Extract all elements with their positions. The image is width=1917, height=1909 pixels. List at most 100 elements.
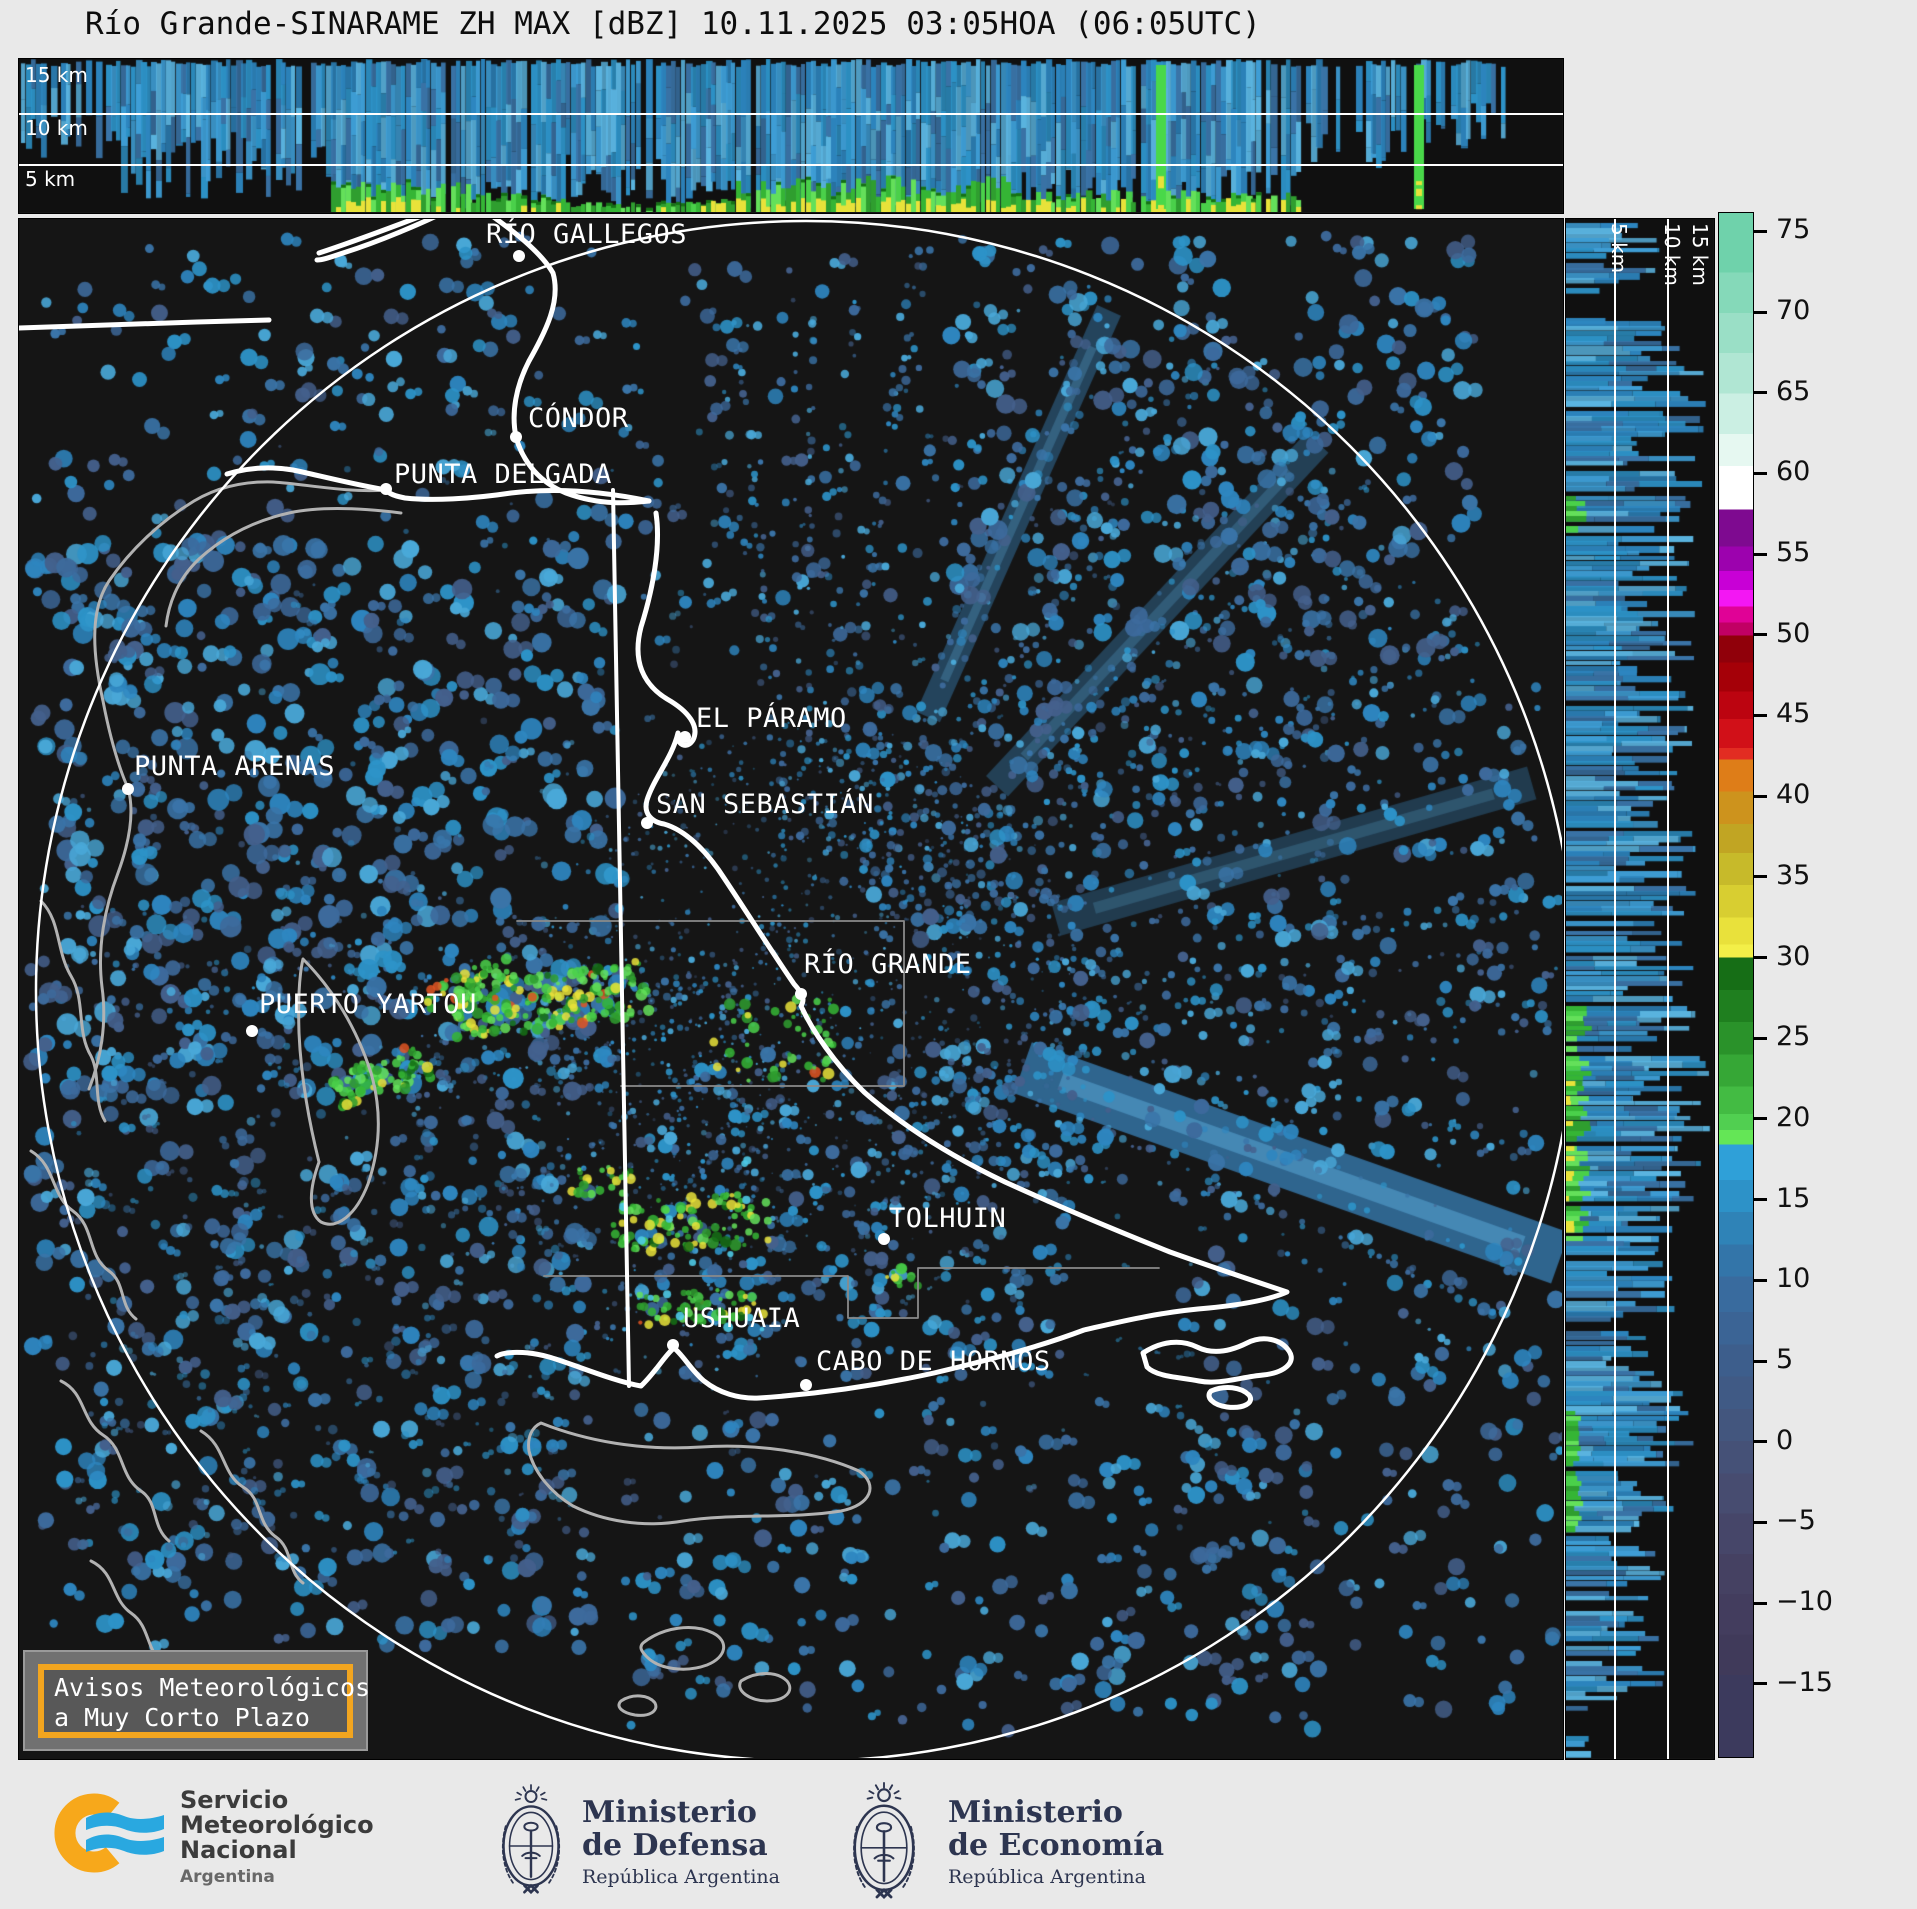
warning-line-2: a Muy Corto Plazo bbox=[54, 1703, 310, 1732]
ministerio-defensa-coat-of-arms-icon bbox=[501, 1783, 561, 1894]
colorbar-tick-label: 65 bbox=[1776, 375, 1811, 407]
top-profile-15km-label: 15 km bbox=[25, 63, 88, 87]
colorbar-tick-75 bbox=[1754, 229, 1767, 233]
warning-box-text: Avisos Meteorológicos a Muy Corto Plazo bbox=[54, 1673, 370, 1733]
colorbar-tick-label: 20 bbox=[1776, 1101, 1811, 1133]
colorbar-tick-label: 0 bbox=[1776, 1424, 1794, 1456]
city-label-ushuaia: USHUAIA bbox=[683, 1303, 801, 1334]
defensa-line1: Ministerio bbox=[582, 1795, 757, 1830]
defensa-line3: República Argentina bbox=[582, 1866, 780, 1888]
defensa-line2: de Defensa bbox=[582, 1828, 768, 1863]
colorbar-tick-label: 60 bbox=[1776, 456, 1811, 488]
smn-name-line2: Meteorológico bbox=[180, 1811, 374, 1839]
warning-overlay-box[interactable]: Avisos Meteorológicos a Muy Corto Plazo bbox=[23, 1650, 370, 1751]
colorbar-tick-50 bbox=[1754, 633, 1767, 637]
right-height-profile-panel: 5 km 10 km 15 km bbox=[1565, 218, 1715, 1760]
city-dot-cabo-de-hornos bbox=[800, 1379, 812, 1391]
radar-echoes-canvas bbox=[19, 219, 1562, 1758]
city-dot-san-sebastián bbox=[641, 817, 653, 829]
top-profile-10km-label: 10 km bbox=[25, 116, 88, 140]
radar-map-panel: RÍO GALLEGOS CÓNDOR PUNTA DELGADA PUNTA ARE… bbox=[18, 218, 1564, 1760]
city-label-río-gallegos: RÍO GALLEGOS bbox=[486, 219, 688, 250]
smn-logo-icon bbox=[54, 1793, 164, 1873]
colorbar-tick-20 bbox=[1754, 1117, 1767, 1121]
city-dot-punta-delgada bbox=[380, 483, 392, 495]
colorbar-tick-−5 bbox=[1754, 1520, 1767, 1524]
colorbar-tick-label: 75 bbox=[1776, 214, 1811, 246]
colorbar-tick-label: −15 bbox=[1776, 1666, 1833, 1698]
right-profile-10km-line bbox=[1667, 219, 1669, 1759]
colorbar-tick-label: 45 bbox=[1776, 698, 1811, 730]
smn-name-line1: Servicio bbox=[180, 1786, 289, 1814]
colorbar-tick-35 bbox=[1754, 875, 1767, 879]
city-label-río-grande: RÍO GRANDE bbox=[804, 949, 972, 980]
colorbar-tick-label: 15 bbox=[1776, 1182, 1811, 1214]
right-profile-10km-label: 10 km bbox=[1660, 223, 1684, 286]
ministerio-defensa-text: Ministerio de Defensa República Argentin… bbox=[582, 1796, 780, 1888]
top-height-profile-panel: 15 km 10 km 5 km bbox=[18, 58, 1564, 214]
right-profile-5km-line bbox=[1614, 219, 1616, 1759]
colorbar-tick-label: 70 bbox=[1776, 295, 1811, 327]
colorbar-tick-label: −10 bbox=[1776, 1586, 1833, 1618]
colorbar-tick-label: 30 bbox=[1776, 940, 1811, 972]
city-dot-punta-arenas bbox=[122, 783, 134, 795]
city-label-cóndor: CÓNDOR bbox=[528, 403, 629, 434]
colorbar-tick-label: 25 bbox=[1776, 1021, 1811, 1053]
colorbar-tick-5 bbox=[1754, 1359, 1767, 1363]
colorbar-tick-label: 10 bbox=[1776, 1263, 1811, 1295]
city-label-cabo-de-hornos: CABO DE HORNOS bbox=[816, 1346, 1051, 1377]
top-profile-echoes-canvas bbox=[19, 59, 1562, 212]
right-profile-5km-label: 5 km bbox=[1607, 223, 1631, 274]
warning-line-1: Avisos Meteorológicos bbox=[54, 1673, 371, 1702]
city-dot-río-grande bbox=[795, 988, 807, 1000]
economia-line2: de Economía bbox=[948, 1828, 1165, 1863]
top-profile-10km-line bbox=[19, 113, 1563, 115]
smn-name-line3: Nacional bbox=[180, 1836, 297, 1864]
city-dot-río-gallegos bbox=[513, 250, 525, 262]
colorbar-tick-10 bbox=[1754, 1278, 1767, 1282]
city-dot-ushuaia bbox=[667, 1339, 679, 1351]
colorbar-tick-−15 bbox=[1754, 1682, 1767, 1686]
right-profile-echoes-canvas bbox=[1566, 219, 1713, 1758]
colorbar-tick-label: 40 bbox=[1776, 779, 1811, 811]
top-profile-5km-label: 5 km bbox=[25, 167, 76, 191]
colorbar-tick-label: 55 bbox=[1776, 537, 1811, 569]
page-title: Río Grande-SINARAME ZH MAX [dBZ] 10.11.2… bbox=[85, 6, 1261, 42]
colorbar-tick-45 bbox=[1754, 713, 1767, 717]
smn-argentina-label: Argentina bbox=[180, 1867, 275, 1887]
colorbar-tick-25 bbox=[1754, 1036, 1767, 1040]
right-profile-15km-label: 15 km bbox=[1688, 223, 1712, 286]
colorbar-tick-55 bbox=[1754, 552, 1767, 556]
warning-box-frame: Avisos Meteorológicos a Muy Corto Plazo bbox=[38, 1664, 370, 1738]
city-dot-puerto-yartou bbox=[246, 1025, 258, 1037]
colorbar-tick-label: 5 bbox=[1776, 1344, 1794, 1375]
ministerio-economia-coat-of-arms-icon bbox=[852, 1781, 916, 1899]
city-dot-el-páramo bbox=[679, 731, 691, 743]
economia-line1: Ministerio bbox=[948, 1795, 1123, 1830]
city-label-san-sebastián: SAN SEBASTIÁN bbox=[656, 789, 874, 820]
economia-line3: República Argentina bbox=[948, 1866, 1146, 1888]
city-label-tolhuin: TOLHUIN bbox=[889, 1203, 1007, 1234]
colorbar-tick-label: 50 bbox=[1776, 617, 1811, 649]
ministerio-economia-text: Ministerio de Economía República Argenti… bbox=[948, 1796, 1164, 1888]
city-label-punta-arenas: PUNTA ARENAS bbox=[134, 751, 336, 782]
city-dot-tolhuin bbox=[878, 1233, 890, 1245]
city-label-puerto-yartou: PUERTO YARTOU bbox=[259, 989, 477, 1020]
city-label-el-páramo: EL PÁRAMO bbox=[696, 703, 847, 734]
dbz-colorbar bbox=[1718, 212, 1754, 1758]
colorbar-tick-label: −5 bbox=[1776, 1505, 1816, 1537]
colorbar-tick-−10 bbox=[1754, 1601, 1767, 1605]
city-label-punta-delgada: PUNTA DELGADA bbox=[394, 459, 612, 490]
colorbar-tick-0 bbox=[1754, 1440, 1767, 1444]
colorbar-tick-30 bbox=[1754, 956, 1767, 960]
colorbar-tick-65 bbox=[1754, 391, 1767, 395]
colorbar-tick-70 bbox=[1754, 310, 1767, 314]
top-profile-5km-line bbox=[19, 164, 1563, 166]
colorbar-tick-label: 35 bbox=[1776, 859, 1811, 891]
city-dot-cóndor bbox=[510, 431, 522, 443]
colorbar-tick-15 bbox=[1754, 1198, 1767, 1202]
colorbar-tick-40 bbox=[1754, 794, 1767, 798]
smn-logo-text: Servicio Meteorológico Nacional Argentin… bbox=[180, 1786, 374, 1888]
colorbar-tick-60 bbox=[1754, 471, 1767, 475]
